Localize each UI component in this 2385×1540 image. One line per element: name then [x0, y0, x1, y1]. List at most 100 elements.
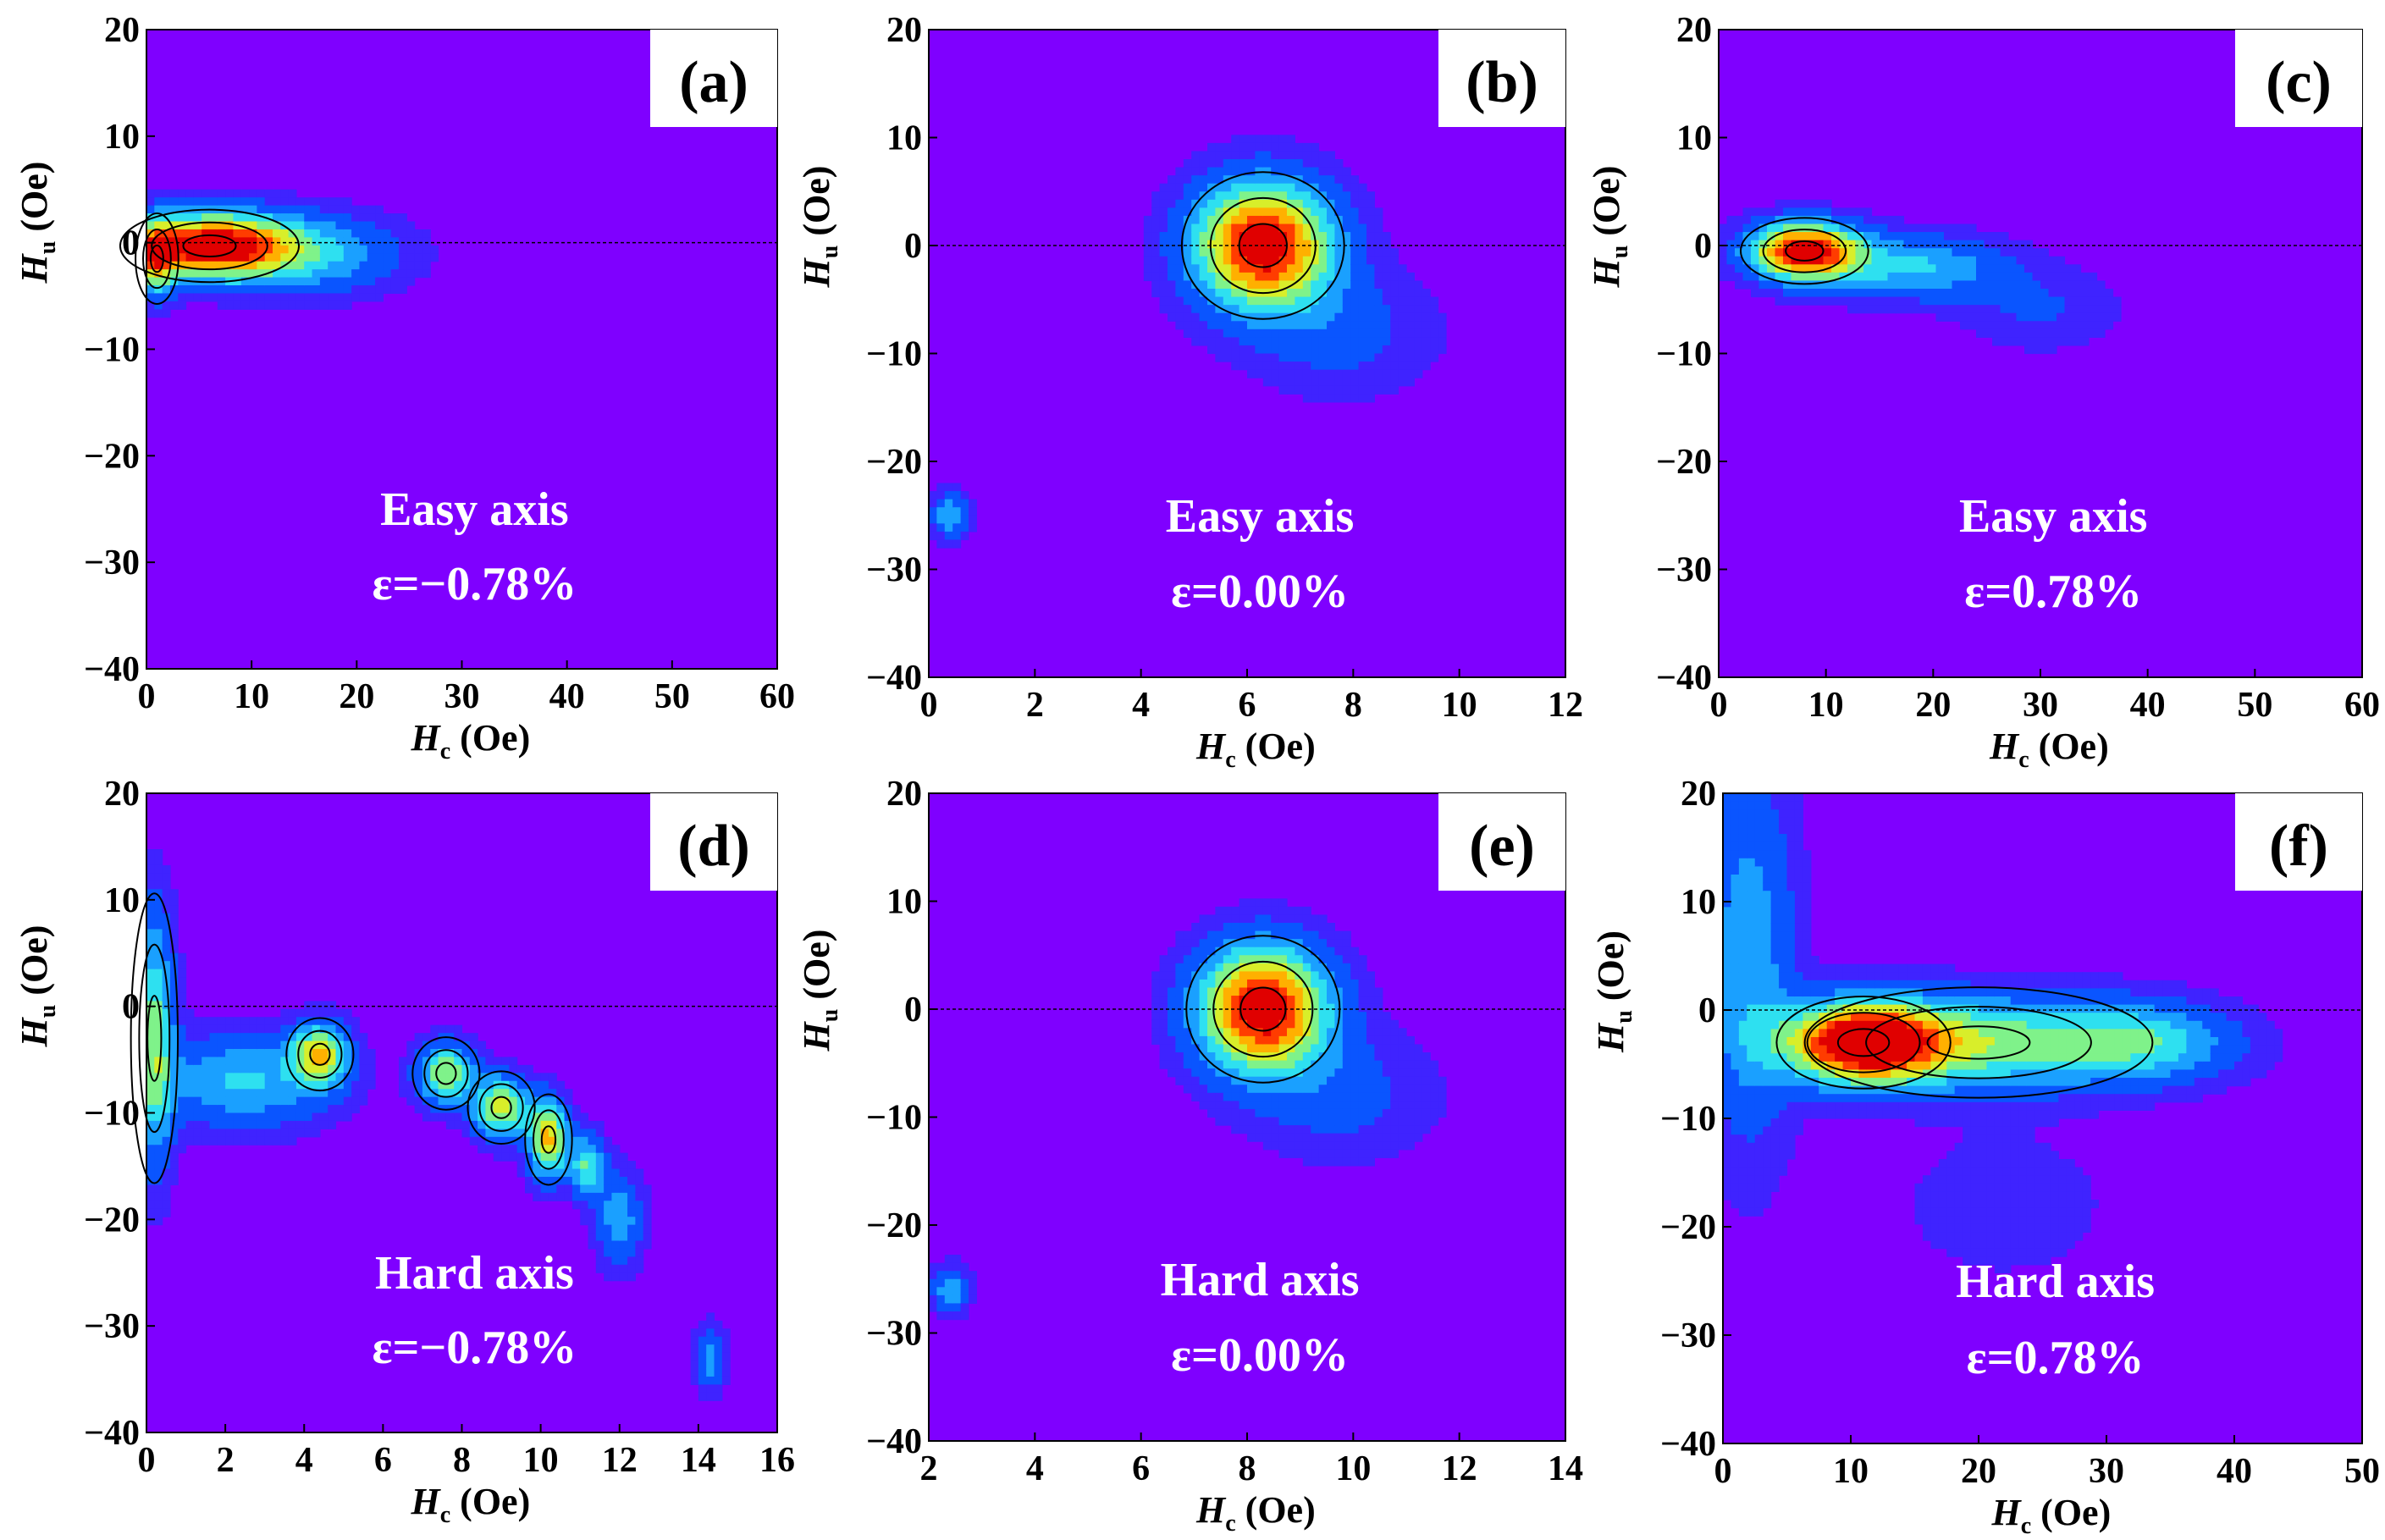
heatmap-cell	[1175, 232, 1184, 241]
heatmap-cell	[1287, 955, 1295, 964]
heatmap-cell	[257, 269, 266, 279]
heatmap-cell	[1159, 1019, 1168, 1029]
heatmap-cell	[1168, 256, 1176, 265]
heatmap-cell	[335, 253, 345, 262]
heatmap-cell	[1327, 1068, 1335, 1078]
heatmap-cell	[406, 1096, 416, 1106]
heatmap-cell	[406, 1040, 416, 1050]
heatmap-cell	[249, 1064, 257, 1074]
heatmap-cell	[162, 936, 171, 946]
heatmap-cell	[1763, 907, 1772, 916]
heatmap-cell	[1390, 1035, 1400, 1046]
heatmap-cell	[1199, 1092, 1208, 1101]
heatmap-cell	[1302, 987, 1311, 996]
heatmap-cell	[375, 221, 384, 230]
heatmap-cell	[1763, 1029, 1772, 1038]
heatmap-cell	[1327, 1117, 1335, 1126]
heatmap-cell	[1763, 1118, 1772, 1128]
heatmap-cell	[1271, 898, 1280, 908]
heatmap-cell	[319, 253, 328, 262]
heatmap-cell	[1758, 240, 1768, 249]
heatmap-cell	[304, 1024, 313, 1034]
heatmap-cell	[1731, 1101, 1740, 1111]
heatmap-cell	[202, 229, 211, 238]
heatmap-cell	[461, 1120, 471, 1129]
heatmap-cell	[169, 221, 179, 230]
heatmap-cell	[1747, 809, 1756, 819]
heatmap-cell	[1159, 963, 1168, 972]
heatmap-cell	[1350, 1052, 1360, 1062]
heatmap-cell	[295, 301, 305, 310]
heatmap-cell	[461, 1057, 471, 1066]
heatmap-cell	[406, 229, 416, 238]
heatmap-cell	[1763, 809, 1772, 819]
heatmap-cell	[1223, 191, 1232, 201]
heatmap-cell	[1358, 232, 1367, 241]
heatmap-cell	[1791, 232, 1800, 241]
heatmap-cell	[1803, 882, 1812, 891]
heatmap-cell	[2008, 248, 2018, 257]
heatmap-cell	[2048, 256, 2057, 265]
heatmap-cell	[952, 507, 962, 516]
heatmap-cell	[1770, 801, 1780, 810]
heatmap-cell	[1767, 248, 1776, 257]
heatmap-cell	[635, 1240, 644, 1250]
heatmap-cell	[1318, 224, 1328, 233]
heatmap-cell	[1366, 256, 1375, 265]
heatmap-cell	[169, 1089, 179, 1098]
heatmap-cell	[162, 1024, 171, 1034]
heatmap-cell	[328, 229, 337, 238]
heatmap-cell	[1912, 305, 1921, 314]
heatmap-cell	[1738, 1191, 1747, 1201]
heatmap-cell	[952, 1255, 962, 1264]
heatmap-cell	[1914, 1053, 1924, 1063]
heatmap-cell	[1390, 1149, 1400, 1158]
heatmap-cell	[1350, 1092, 1360, 1101]
heatmap-cell	[1311, 1035, 1320, 1046]
heatmap-cell	[1858, 1029, 1868, 1038]
heatmap-cell	[1930, 1175, 1940, 1184]
heatmap-cell	[1819, 1029, 1828, 1038]
heatmap-cell	[178, 1112, 187, 1122]
heatmap-cell	[1191, 1052, 1201, 1062]
annotation-axis: Easy axis	[1166, 490, 1355, 543]
heatmap-cell	[1382, 321, 1391, 330]
heatmap-cell	[564, 1129, 573, 1138]
heatmap-cell	[185, 1120, 195, 1129]
heatmap-cell	[1183, 1085, 1192, 1094]
contour-line	[151, 221, 268, 271]
heatmap-cell	[1976, 264, 1985, 273]
heatmap-cell	[1342, 248, 1351, 257]
heatmap-cell	[351, 285, 361, 295]
heatmap-cell	[1327, 1012, 1335, 1021]
heatmap-cell	[1907, 1013, 1916, 1022]
heatmap-cell	[1215, 328, 1224, 338]
heatmap-cell	[2008, 337, 2018, 346]
heatmap-cell	[580, 1112, 589, 1122]
heatmap-cell	[1278, 183, 1288, 192]
heatmap-cell	[414, 1080, 423, 1090]
heatmap-cell	[1358, 1133, 1367, 1142]
heatmap-cell	[1810, 1029, 1819, 1038]
heatmap-cell	[1398, 1092, 1407, 1101]
heatmap-cell	[1207, 256, 1216, 265]
y-tick-label: −20	[866, 443, 922, 482]
heatmap-cell	[721, 1336, 731, 1345]
heatmap-cell	[461, 1129, 471, 1138]
heatmap-cell	[1342, 930, 1351, 940]
heatmap-cell	[1231, 1019, 1240, 1029]
heatmap-cell	[1350, 987, 1360, 996]
heatmap-cell	[1919, 240, 1929, 249]
heatmap-cell	[1922, 1004, 1931, 1013]
x-tick-label: 60	[759, 677, 795, 716]
heatmap-cell	[1334, 971, 1344, 980]
heatmap-cell	[1871, 232, 1880, 241]
heatmap-cell	[1919, 224, 1929, 233]
heatmap-cell	[1350, 1076, 1360, 1085]
heatmap-cell	[1262, 248, 1272, 257]
heatmap-cell	[1239, 272, 1248, 282]
heatmap-cell	[375, 269, 384, 279]
heatmap-cell	[1334, 1052, 1344, 1062]
heatmap-cell	[257, 1129, 266, 1138]
heatmap-cell	[328, 1120, 337, 1129]
